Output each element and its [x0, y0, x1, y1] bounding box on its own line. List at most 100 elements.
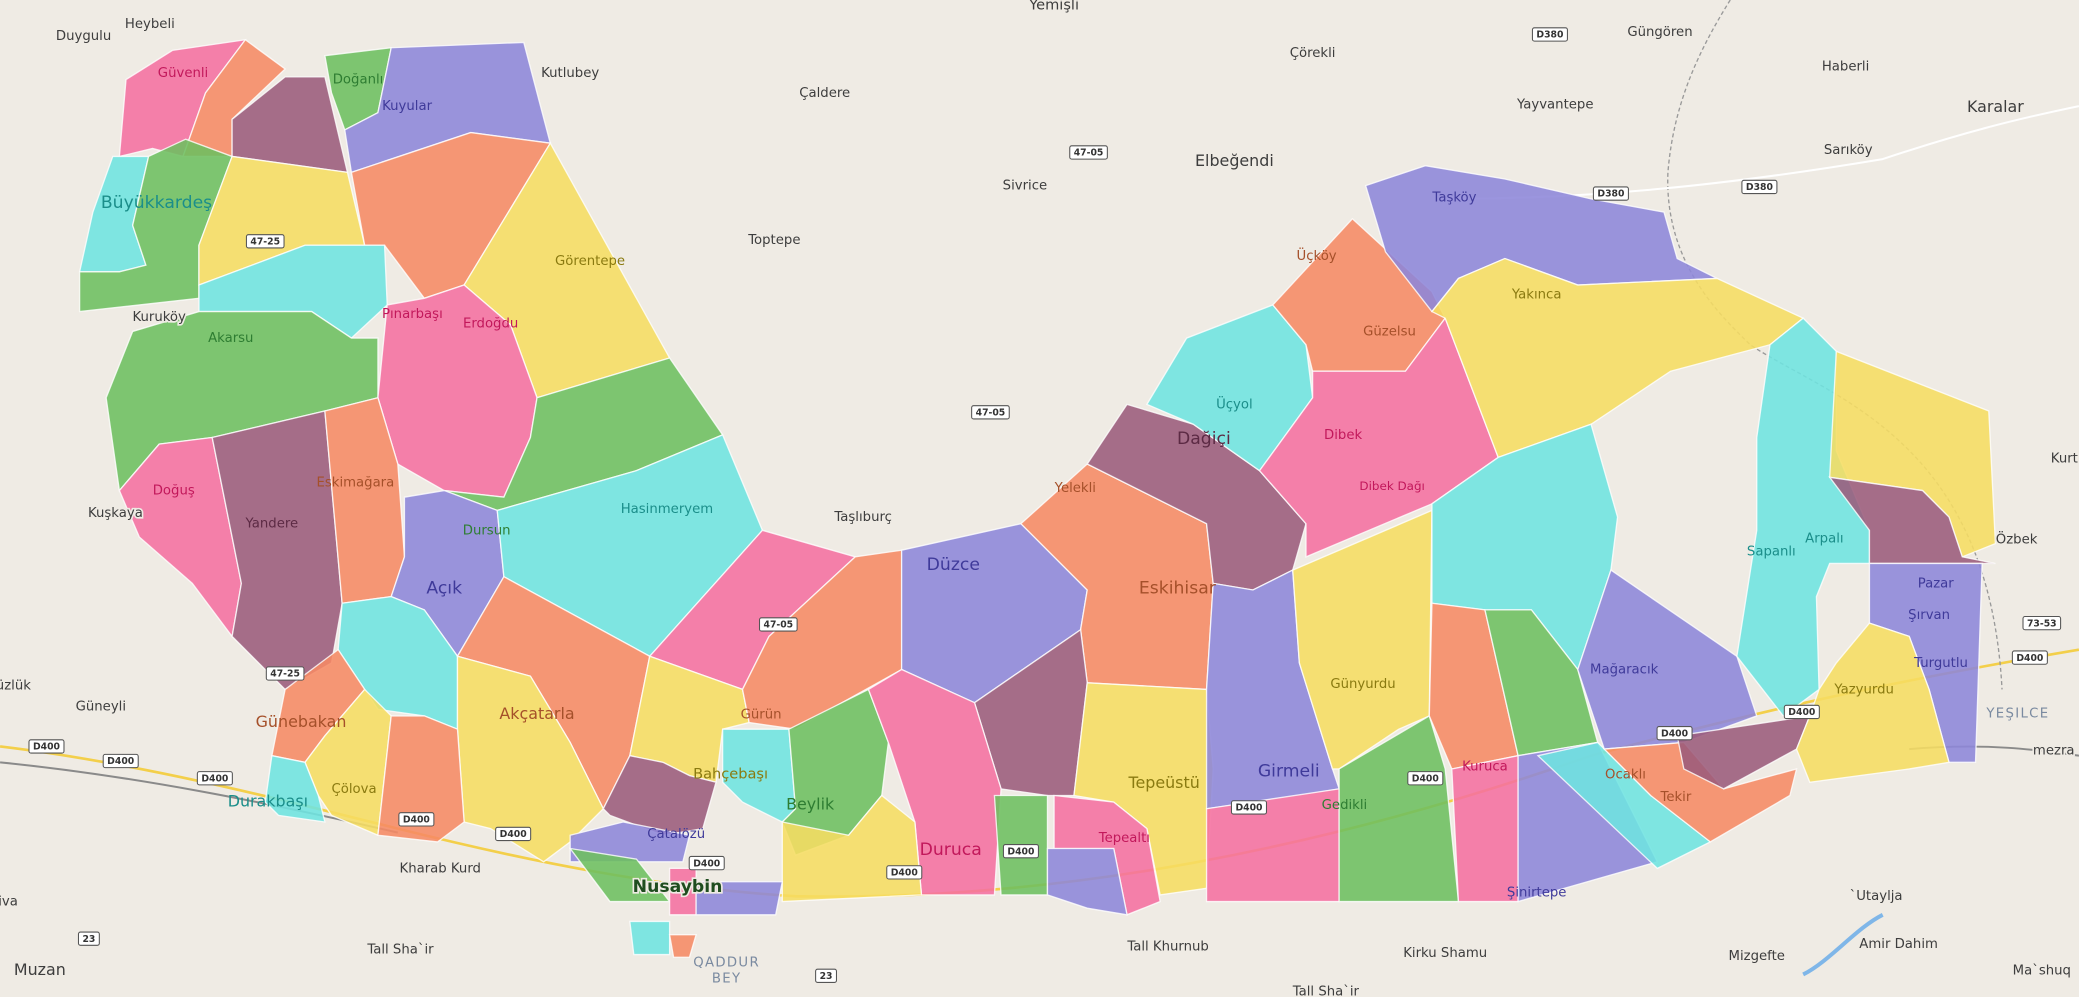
- road-shield: 23: [815, 968, 838, 983]
- shield-box: [758, 617, 798, 632]
- neighborhood-label: Taşköy: [1431, 191, 1476, 206]
- shield-box: [971, 405, 1010, 420]
- shield-label: 47-05: [763, 620, 793, 631]
- shield-box: [2011, 650, 2048, 665]
- road-shield: D400: [886, 865, 923, 880]
- neighborhood-label: Yakınca: [1511, 287, 1562, 302]
- shield-box: [1069, 145, 1108, 160]
- shield-label: D400: [33, 742, 60, 753]
- shield-label: D400: [693, 858, 720, 869]
- shield-label: D400: [1412, 773, 1439, 784]
- shield-box: [1656, 726, 1693, 741]
- place-label: Karalar: [1967, 97, 2024, 116]
- district-area: [695, 880, 784, 916]
- shield-label: D400: [403, 815, 430, 826]
- shield-label: D380: [1536, 30, 1563, 41]
- neighborhood-label: Dibek: [1324, 428, 1362, 443]
- neighborhood-label: Üçyol: [1216, 394, 1253, 412]
- place-label: Kutlubey: [541, 66, 599, 81]
- neighborhood-label: Çatalözü: [647, 827, 705, 842]
- district-area: [264, 754, 326, 823]
- districts: [78, 38, 1997, 958]
- neighborhood-label: Yelekli: [1054, 481, 1096, 496]
- place-label: Ma`shuq: [2013, 962, 2071, 978]
- place-label: Tall Khurnub: [1126, 940, 1209, 955]
- neighborhood-label: Bahçebaşı: [693, 765, 768, 782]
- shield-box: [1002, 844, 1039, 859]
- shield-label: 47-05: [1074, 148, 1104, 159]
- place-label: Duygulu: [56, 29, 111, 44]
- shield-box: [1783, 704, 1820, 720]
- road-shield: D400: [1002, 844, 1039, 859]
- shield-box: [102, 753, 139, 769]
- shield-box: [2022, 615, 2062, 631]
- district-area: [668, 934, 698, 958]
- shield-label: D400: [891, 868, 918, 879]
- road-shield: D400: [495, 826, 532, 842]
- district-area: [1577, 569, 1758, 750]
- shield-box: [1592, 186, 1629, 201]
- place-label: Güneyli: [76, 700, 126, 715]
- neighborhood-label: Duruca: [920, 840, 982, 860]
- river: [1802, 913, 1884, 977]
- shield-label: D400: [201, 773, 228, 784]
- neighborhood-label: Akçatarla: [499, 704, 574, 723]
- shield-label: D380: [1597, 189, 1624, 200]
- place-label: Elbeğendi: [1195, 151, 1274, 170]
- shield-label: D400: [1235, 803, 1262, 814]
- place-label: Kurt: [2051, 452, 2078, 467]
- shield-label: D400: [1661, 728, 1688, 739]
- road-shield: D400: [196, 771, 233, 786]
- neighborhood-label: Şinirtepe: [1507, 885, 1567, 900]
- road-shield: 23: [77, 931, 100, 946]
- shield-box: [28, 739, 65, 754]
- road-shield: D400: [1407, 771, 1444, 786]
- neighborhood-label: Beylik: [786, 794, 835, 813]
- district-area: [1484, 609, 1599, 757]
- district-area: [569, 821, 691, 863]
- shield-label: 47-25: [270, 669, 300, 680]
- shield-label: D400: [1788, 707, 1815, 718]
- place-label: üzlük: [0, 678, 31, 693]
- neighborhood-label: Güvenli: [158, 66, 208, 81]
- shield-box: [1407, 771, 1444, 786]
- neighborhood-label: Şırvan: [1908, 608, 1950, 623]
- place-label: BEY: [712, 971, 742, 986]
- place-label: Çaldere: [799, 86, 850, 101]
- place-label: Özbek: [1996, 530, 2038, 548]
- neighborhood-label: Gedikli: [1322, 798, 1368, 813]
- place-label: Taşlıburç: [833, 510, 892, 525]
- district-area: [1828, 476, 1996, 565]
- place-label: Tall Sha`ir: [1292, 984, 1360, 997]
- neighborhood-label: Düzce: [927, 555, 980, 575]
- shield-label: 47-05: [976, 407, 1006, 418]
- district-area: [1676, 715, 1811, 790]
- place-label: Muzan: [14, 960, 66, 979]
- shield-box: [265, 666, 305, 681]
- shield-box: [245, 234, 285, 249]
- district-area: [1145, 304, 1314, 472]
- road-shield: D400: [398, 812, 435, 827]
- neighborhood-label: Tepeüstü: [1127, 773, 1199, 792]
- shield-label: 23: [82, 934, 95, 945]
- place-label: Yayvantepe: [1516, 98, 1593, 113]
- road-shield: D380: [1741, 179, 1778, 195]
- road-shield: D400: [1656, 726, 1693, 741]
- neighborhood-label: Büyükkardeş: [101, 193, 212, 213]
- district-area: [78, 138, 233, 313]
- shield-box: [688, 855, 725, 871]
- shield-label: D380: [1746, 182, 1773, 193]
- place-label: Heybeli: [125, 17, 175, 32]
- shield-box: [495, 826, 532, 842]
- neighborhood-label: Girmeli: [1258, 762, 1320, 782]
- place-label: Kharab Kurd: [400, 861, 481, 876]
- neighborhood-label: Doğuş: [153, 484, 195, 499]
- shield-box: [77, 931, 100, 946]
- road-shield: 47-05: [758, 617, 798, 632]
- neighborhood-label: Akarsu: [208, 331, 253, 346]
- neighborhood-label: Eskimağara: [317, 476, 395, 491]
- neighborhood-label: Eskihisar: [1139, 579, 1217, 599]
- place-label: Sivrice: [1003, 179, 1048, 194]
